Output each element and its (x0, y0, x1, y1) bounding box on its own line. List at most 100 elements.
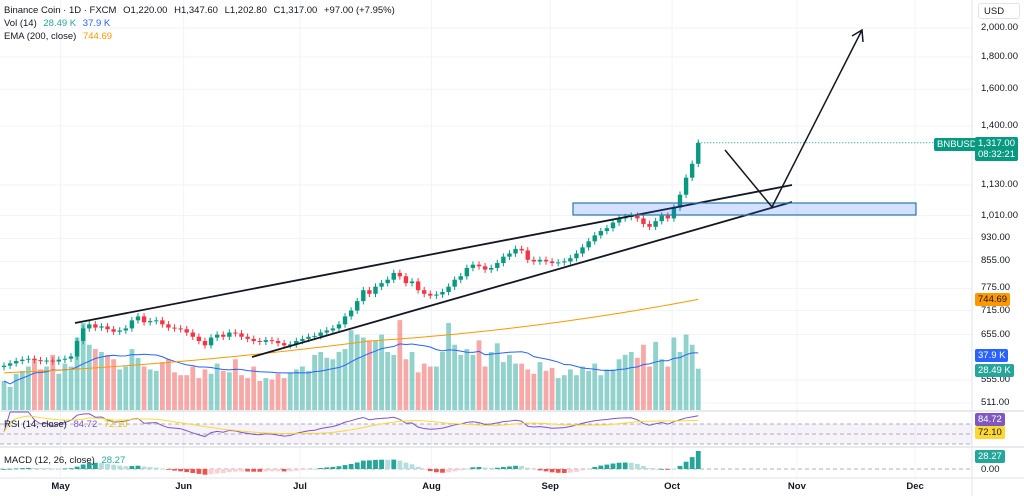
volume-bar (86, 344, 92, 410)
price-tick: 855.00 (981, 255, 1011, 267)
volume-bar (281, 378, 287, 410)
volume-bar (482, 366, 488, 410)
candle-body (635, 215, 640, 219)
ema-price-tag: 744.69 (975, 293, 1011, 306)
candle-body (294, 341, 299, 345)
volume-bar (604, 369, 610, 410)
candle-body (160, 320, 165, 325)
macd-histogram-bar (634, 463, 640, 469)
volume-bar (464, 349, 470, 410)
candle-body (452, 279, 457, 287)
macd-histogram-bar (251, 469, 257, 472)
volume-bar (111, 359, 117, 410)
volume-bar (500, 362, 506, 410)
macd-histogram-bar (403, 462, 409, 469)
volume-bar (519, 363, 525, 410)
macd-histogram-bar (488, 467, 494, 469)
volume-bar (62, 363, 68, 410)
candle-body (604, 228, 610, 232)
rsi-tag: 84.72 (975, 413, 1005, 426)
macd-histogram-bar (178, 469, 184, 472)
volume-bar (324, 357, 330, 410)
volume-bar (580, 366, 585, 410)
month-label: Nov (787, 481, 806, 492)
candle-body (141, 316, 147, 323)
candle-body (574, 253, 579, 259)
candle-body (178, 328, 183, 330)
volume-bar (421, 363, 427, 410)
candle-body (531, 259, 537, 262)
macd-legend[interactable]: MACD (12, 26, close) 28.27 (4, 455, 129, 466)
macd-histogram-bar (336, 466, 342, 469)
macd-histogram-bar (531, 469, 537, 470)
volume-bar (360, 337, 366, 410)
candle-body (422, 290, 427, 294)
symbol-tag: BNBUSD (934, 138, 980, 151)
candle-body (482, 266, 488, 270)
macd-histogram-bar (470, 467, 476, 469)
price-tick: 775.00 (981, 282, 1011, 294)
volume-bar (494, 343, 500, 410)
volume-bar (269, 379, 275, 410)
macd-histogram-bar (421, 469, 427, 470)
candle-body (257, 341, 262, 343)
price-tick: 655.00 (981, 328, 1011, 340)
candle-body (683, 177, 689, 195)
candle-body (373, 286, 378, 294)
volume-bar (476, 340, 482, 410)
candle-body (355, 301, 360, 311)
volume-bar (543, 370, 549, 410)
volume-bar (196, 378, 202, 410)
macd-histogram-bar (647, 468, 652, 470)
macd-histogram-bar (604, 464, 610, 469)
ema-legend[interactable]: EMA (200, close) 744.69 (4, 31, 116, 42)
macd-histogram-bar (373, 459, 378, 469)
candle-body (568, 258, 573, 262)
ohlc-close: C1,317.00 (273, 5, 318, 16)
volume-bar (68, 366, 74, 410)
candle-body (123, 328, 128, 331)
candle-body (647, 223, 652, 227)
candle-body (154, 320, 159, 322)
volume-bar (452, 344, 458, 410)
candle-body (409, 281, 415, 284)
macd-histogram-bar (56, 468, 62, 470)
volume-bar (208, 373, 214, 410)
volume-bar (129, 349, 135, 410)
volume-legend[interactable]: Vol (14) 28.49 K 37.9 K (4, 18, 114, 29)
macd-histogram-bar (123, 466, 129, 469)
candle-body (233, 332, 238, 334)
macd-label: MACD (12, 26, close) (4, 455, 95, 466)
macd-tag: 28.27 (975, 450, 1005, 463)
macd-histogram-bar (500, 467, 506, 469)
volume-bar (318, 352, 324, 410)
volume-bar (610, 369, 616, 410)
month-label: Sep (541, 481, 559, 492)
volume-bar (628, 352, 634, 410)
volume-bar (239, 375, 244, 410)
volume-bar (74, 337, 80, 410)
macd-histogram-bar (507, 466, 512, 469)
candle-body (525, 250, 530, 260)
symbol-title[interactable]: Binance Coin · 1D · FXCM (4, 5, 117, 16)
rsi-legend[interactable]: RSI (14, close) 84.72 72.10 (4, 419, 132, 430)
currency-button[interactable]: USD (978, 3, 1020, 19)
macd-histogram-bar (245, 469, 250, 472)
macd-histogram-bar (561, 469, 567, 474)
macd-histogram-bar (360, 460, 366, 469)
volume-bar (348, 330, 354, 410)
macd-histogram-bar (159, 468, 165, 470)
volume-bar (166, 359, 171, 410)
candle-body (440, 291, 445, 295)
macd-histogram-bar (458, 469, 464, 471)
candle-body (342, 316, 348, 325)
macd-histogram-bar (239, 469, 244, 472)
candle-body (1, 365, 7, 368)
volume-bar (470, 354, 476, 410)
candle-body (251, 338, 256, 342)
price-tick: 1,400.00 (981, 119, 1018, 131)
candle-body (56, 359, 62, 362)
macd-histogram-bar (172, 469, 177, 471)
macd-histogram-bar (677, 465, 683, 469)
